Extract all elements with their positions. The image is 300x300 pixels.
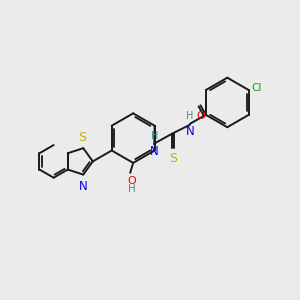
Text: N: N [150, 145, 159, 158]
Text: H: H [186, 111, 194, 121]
Text: N: N [186, 125, 194, 138]
Text: N: N [79, 179, 88, 193]
Text: S: S [169, 152, 177, 166]
Text: O: O [128, 176, 136, 186]
Text: H: H [128, 184, 136, 194]
Text: O: O [196, 111, 205, 121]
Text: S: S [78, 131, 86, 144]
Text: Cl: Cl [252, 83, 262, 93]
Text: H: H [151, 130, 158, 141]
